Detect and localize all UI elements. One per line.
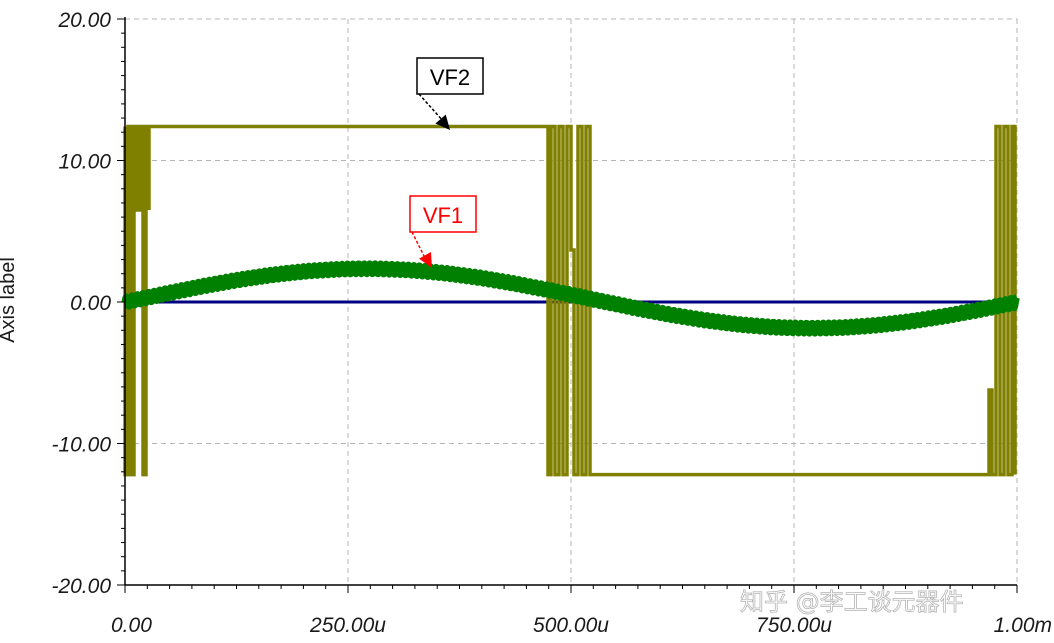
x-tick-label: 0.00 [111, 614, 152, 637]
vf2-callout: VF2 [416, 57, 484, 130]
vf2-callout-box [416, 57, 484, 95]
vf1-callout: VF1 [409, 195, 477, 268]
y-tick-label: 10.00 [58, 151, 111, 174]
x-tick-label: 750.00u [756, 614, 832, 637]
x-tick-label: 250.00u [309, 614, 386, 637]
series-line-vf1 [121, 260, 1020, 337]
x-tick-label: 500.00u [533, 614, 609, 637]
y-tick-label: 0.00 [70, 292, 111, 315]
y-tick-label: -10.00 [51, 434, 111, 457]
vf1-callout-box [409, 195, 477, 233]
y-axis-title: Axis label [0, 257, 19, 343]
vf2-callout-arrowhead [435, 114, 450, 130]
vf1-callout-label: VF1 [423, 203, 463, 228]
vf2-callout-label: VF2 [430, 65, 470, 90]
series-layer [121, 124, 1020, 477]
callouts: VF2 VF1 [409, 57, 484, 268]
x-tick-label: 1.00m [994, 614, 1052, 637]
vf2-callout-leader [418, 93, 445, 123]
y-tick-label: -20.00 [51, 575, 111, 598]
vf1-callout-arrowhead [418, 252, 432, 268]
ticks [117, 18, 1018, 593]
vf1-callout-leader [411, 231, 427, 261]
y-tick-label: 20.00 [57, 9, 111, 32]
watermark: 知乎 @李工谈元器件 [740, 588, 964, 616]
